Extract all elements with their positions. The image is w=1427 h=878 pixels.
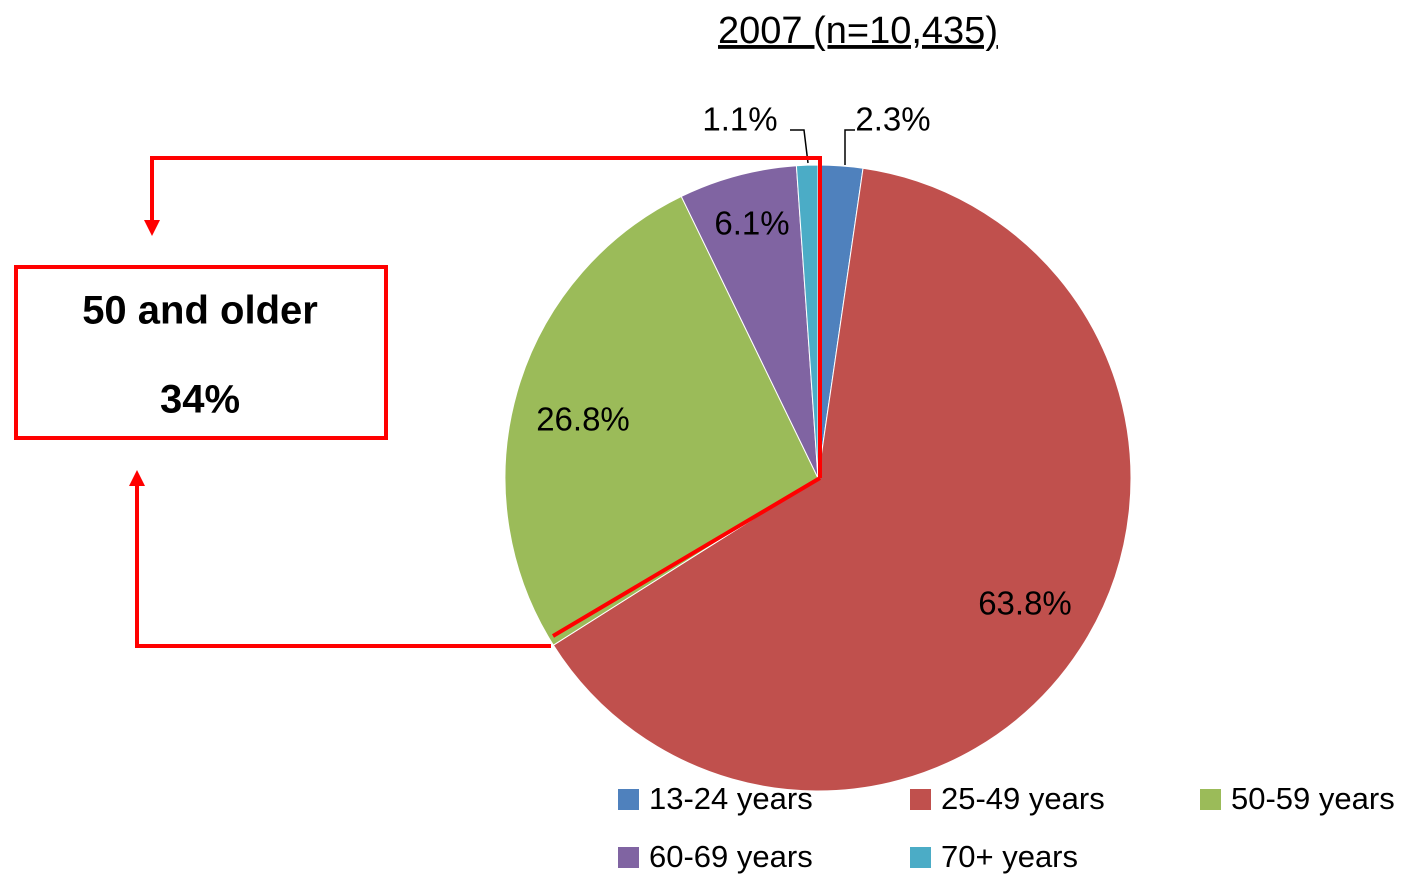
callout-line [551,476,822,638]
legend-label: 50-59 years [1231,781,1395,816]
legend-swatch [910,789,931,810]
legend-label: 25-49 years [941,781,1105,816]
chart-title: 2007 (n=10,435) [718,10,998,52]
leader-line [844,129,855,165]
callout [14,156,822,648]
legend-swatch [910,847,931,868]
data-label: 2.3% [855,101,930,138]
pie-slice [504,195,819,646]
callout-box [14,265,388,440]
pie-slice [795,164,819,479]
callout-line [150,156,822,478]
pie-slice [552,167,1132,792]
legend-label: 60-69 years [649,839,813,874]
arrow-head [129,470,145,486]
data-label: 63.8% [978,585,1072,622]
legend-label: 13-24 years [649,781,813,816]
leader-line [790,129,809,164]
callout-label: 50 and older [82,289,318,333]
callout-value: 34% [160,378,240,422]
legend-swatch [1200,789,1221,810]
data-label: 26.8% [536,401,630,438]
legend-label: 70+ years [941,839,1078,874]
data-label: 6.1% [714,205,789,242]
callout-line [135,484,551,648]
pie-slice [680,165,819,479]
legend-swatch [618,847,639,868]
data-label: 1.1% [702,101,777,138]
arrow-head [144,220,160,236]
legend-swatch [618,789,639,810]
pie: 2.3% 63.8% 26.8% 6.1% 1.1% [504,101,1132,792]
